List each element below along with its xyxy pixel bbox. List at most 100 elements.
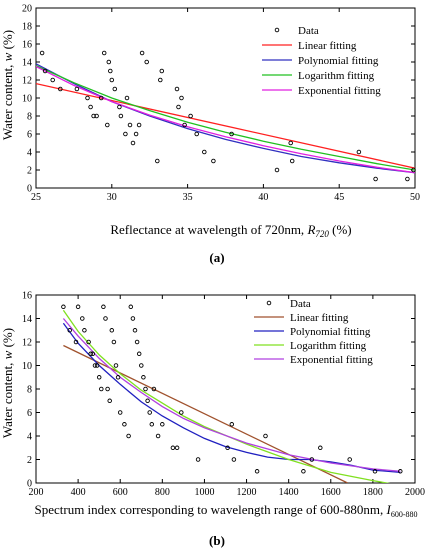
data-point [411, 167, 416, 173]
y-tick-label: 4 [27, 432, 32, 443]
y-tick-label: 20 [22, 4, 32, 15]
x-axis-title: Spectrum index corresponding to waveleng… [34, 502, 417, 519]
data-point [202, 149, 207, 155]
y-tick-label: 8 [27, 112, 32, 123]
legend-marker-data [274, 27, 280, 33]
data-point [254, 469, 260, 474]
data-point [288, 140, 293, 146]
y-tick-label: 2 [27, 166, 32, 177]
data-point [170, 445, 176, 451]
data-point [229, 131, 234, 137]
plot-frame [35, 7, 416, 189]
plot-frame [35, 294, 416, 484]
x-axis-title: Reflectance at wavelength of 720nm, R720… [110, 222, 351, 239]
x-tick-label: 40 [258, 192, 268, 203]
data-point [139, 363, 144, 368]
data-point [182, 122, 187, 128]
x-tick-label: 1200 [237, 487, 257, 498]
data-point [82, 328, 87, 333]
legend-label-logarithm: Logarithm fitting [298, 70, 375, 82]
data-point [134, 339, 140, 345]
data-point [372, 469, 378, 474]
data-point [225, 445, 230, 451]
y-tick-label: 12 [22, 338, 32, 349]
legend-label-exponential: Exponential fitting [298, 85, 381, 97]
x-tick-label: 25 [31, 192, 41, 203]
data-point [143, 386, 148, 392]
series-line-exponential-fitting [62, 318, 401, 472]
series-line-logarithm-fitting [36, 65, 415, 171]
data-points [39, 50, 416, 182]
data-point [158, 77, 163, 83]
series-line-exponential-fitting [36, 65, 415, 174]
data-point [108, 68, 113, 74]
data-point [91, 113, 96, 119]
y-tick-label: 16 [22, 291, 32, 302]
legend-label-linear: Linear fitting [298, 40, 357, 52]
y-tick-label: 10 [22, 361, 32, 372]
y-tick-label: 0 [27, 184, 32, 195]
fit-lines [36, 63, 415, 174]
plot-area: 200 400 600 800 1000 1200 1400 1600 1800 2000 0 2 4 6… [22, 291, 425, 499]
series-line-logarithm-fitting [62, 309, 391, 483]
data-point [128, 304, 134, 310]
data-point [42, 68, 48, 74]
data-point [195, 457, 201, 462]
x-tick-label: 1600 [321, 487, 341, 498]
data-point [103, 316, 108, 321]
fit-lines [62, 309, 401, 483]
legend-label-polynomial: Polynomial fitting [290, 326, 371, 338]
y-tick-label: 6 [27, 408, 32, 419]
x-tick-label: 30 [107, 192, 117, 203]
data-point [194, 131, 199, 137]
data-point [80, 316, 85, 321]
data-point [309, 457, 315, 462]
y-axis-title: Water content, w (%) [0, 30, 15, 140]
y-tick-label: 0 [27, 479, 32, 490]
data-point [123, 131, 128, 137]
data-point [94, 363, 100, 368]
legend-label-exponential: Exponential fitting [290, 354, 373, 366]
legend-label-polynomial: Polynomial fitting [298, 55, 379, 67]
data-point [151, 386, 157, 392]
data-point [109, 328, 115, 333]
data-point [61, 304, 66, 310]
y-tick-label: 12 [22, 76, 32, 87]
data-point [106, 59, 112, 65]
y-tick-label: 14 [22, 314, 32, 325]
data-point [99, 386, 104, 392]
data-point [94, 113, 99, 119]
data-point [405, 176, 410, 182]
legend: Data Linear fitting Polynomial fitting Loga… [262, 25, 381, 97]
legend-marker-data [266, 300, 272, 306]
data-point [85, 95, 90, 101]
data-point [318, 445, 323, 451]
data-point [356, 149, 362, 155]
data-point [263, 433, 268, 439]
x-tick-label: 1800 [363, 487, 383, 498]
data-point [274, 167, 280, 173]
data-point [136, 122, 142, 128]
data-point [373, 176, 378, 182]
data-point [301, 469, 306, 474]
data-point [398, 469, 403, 474]
data-point [113, 363, 119, 368]
data-point [109, 77, 115, 83]
data-point [141, 375, 146, 380]
x-tick-label: 35 [183, 192, 193, 203]
data-point [96, 375, 102, 380]
data-point [155, 158, 160, 164]
data-point [98, 95, 104, 101]
data-point [155, 433, 161, 439]
data-point [105, 386, 110, 392]
data-point [130, 140, 136, 146]
data-point [159, 68, 165, 74]
data-point [147, 410, 152, 415]
data-point [58, 86, 63, 92]
data-point [88, 104, 93, 110]
data-point [74, 86, 80, 92]
legend-label-logarithm: Logarithm fitting [290, 340, 367, 352]
data-point [145, 398, 150, 404]
data-point [136, 351, 142, 357]
